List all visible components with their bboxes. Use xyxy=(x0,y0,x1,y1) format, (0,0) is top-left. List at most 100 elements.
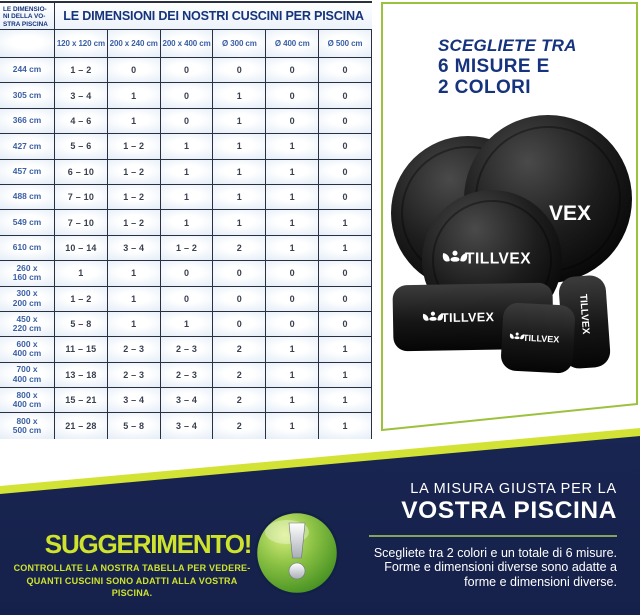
table-cell: 1 xyxy=(107,261,161,287)
table-cell: 1 xyxy=(319,235,372,262)
table-cell: 3 – 4 xyxy=(107,388,161,414)
table-cell: 2 – 3 xyxy=(160,337,214,363)
pool-cushion-pillow-small: TILLVEX xyxy=(501,302,575,374)
row-label: 366 cm xyxy=(0,108,55,135)
table-cell: 0 xyxy=(319,311,372,338)
table-cell: 1 xyxy=(266,235,320,262)
table-header-row: LE DIMENSIO- NI DELLA VO- STRA PISCINA L… xyxy=(0,3,372,30)
table-cell: 1 xyxy=(107,83,161,109)
table-cell: 15 – 21 xyxy=(55,388,108,414)
table-cell: 1 xyxy=(213,184,267,211)
table-cell: 1 – 2 xyxy=(107,210,161,236)
bottom-separator xyxy=(369,535,617,537)
table-cell: 1 xyxy=(266,337,320,363)
row-label: 800 x 400 cm xyxy=(0,388,55,414)
product-image: VEX TILLVEX TILLVEX TILLVEX xyxy=(391,115,632,374)
table-cell: 1 xyxy=(213,134,267,160)
table-cell: 1 xyxy=(319,337,372,363)
table-cell: 1 xyxy=(213,159,267,185)
table-cell: 2 xyxy=(213,337,267,363)
tillvex-logo: TILLVEX xyxy=(509,332,560,345)
table-cell: 0 xyxy=(160,286,214,312)
table-cell: 1 – 2 xyxy=(55,286,108,312)
table-cell: 1 xyxy=(213,83,267,109)
column-header: 120 x 120 cm xyxy=(55,30,108,58)
row-label: 457 cm xyxy=(0,159,55,185)
table-cell: 0 xyxy=(319,108,372,135)
table-cell: 1 – 2 xyxy=(107,184,161,211)
row-label: 300 x 200 cm xyxy=(0,286,55,312)
table-cell: 2 – 3 xyxy=(107,362,161,389)
svg-text:TILLVEX: TILLVEX xyxy=(577,294,591,335)
table-cell: 0 xyxy=(319,134,372,160)
table-cell: 0 xyxy=(266,58,320,84)
table-cell: 3 – 4 xyxy=(160,388,214,414)
row-label: 700 x 400 cm xyxy=(0,362,55,389)
table-cell: 3 – 4 xyxy=(160,413,214,439)
table-cell: 1 – 2 xyxy=(107,159,161,185)
table-cell: 2 xyxy=(213,388,267,414)
table-cell: 0 xyxy=(213,286,267,312)
table-cell: 1 xyxy=(107,286,161,312)
column-header: Ø 300 cm xyxy=(213,30,267,58)
row-label: 549 cm xyxy=(0,210,55,236)
table-cell: 1 – 2 xyxy=(107,134,161,160)
table-cell: 2 xyxy=(213,235,267,262)
row-label: 450 x 220 cm xyxy=(0,311,55,338)
table-cell: 21 – 28 xyxy=(55,413,108,439)
table-cell: 1 xyxy=(319,413,372,439)
bottom-heading-line2: VOSTRA PISCINA xyxy=(401,497,617,524)
table-cell: 1 xyxy=(319,210,372,236)
svg-text:TILLVEX: TILLVEX xyxy=(523,333,560,345)
tillvex-logo: TILLVEX xyxy=(442,251,531,268)
table-cell: 11 – 15 xyxy=(55,337,108,363)
table-cell: 1 xyxy=(160,210,214,236)
table-cell: 0 xyxy=(319,184,372,211)
tillvex-logo: TILLVEX xyxy=(422,310,495,325)
table-cell: 5 – 8 xyxy=(107,413,161,439)
bottom-heading-line1: LA MISURA GIUSTA PER LA xyxy=(410,481,617,497)
choose-panel: SCEGLIETE TRA 6 MISURE E 2 COLORI xyxy=(381,2,639,434)
table-cell: 1 xyxy=(160,159,214,185)
table-cell: 0 xyxy=(319,261,372,287)
table-cell: 1 xyxy=(213,108,267,135)
table-cell: 6 – 10 xyxy=(55,159,108,185)
corner-label: LE DIMENSIO- NI DELLA VO- STRA PISCINA xyxy=(0,3,55,29)
table-cell: 1 xyxy=(107,311,161,338)
table-cell: 0 xyxy=(319,58,372,84)
table-title: LE DIMENSIONI DEI NOSTRI CUSCINI PER PIS… xyxy=(55,3,372,29)
svg-text:TILLVEX: TILLVEX xyxy=(441,310,495,325)
tip-body: CONTROLLATE LA NOSTRA TABELLA PER VEDERE… xyxy=(13,563,251,598)
column-header: Ø 400 cm xyxy=(266,30,320,58)
tip-title: SUGGERIMENTO! xyxy=(44,529,253,559)
table-cell: 3 – 4 xyxy=(107,235,161,262)
table-cell: 0 xyxy=(319,83,372,109)
row-label: 427 cm xyxy=(0,134,55,160)
table-cell: 1 – 2 xyxy=(160,235,214,262)
table-cell: 1 xyxy=(160,184,214,211)
exclamation-icon xyxy=(254,510,340,596)
table-cell: 10 – 14 xyxy=(55,235,108,262)
row-label: 600 x 400 cm xyxy=(0,337,55,363)
panel-headline: SCEGLIETE TRA 6 MISURE E 2 COLORI xyxy=(438,36,577,98)
table-cell: 1 xyxy=(266,159,320,185)
table-cell: 2 – 3 xyxy=(107,337,161,363)
table-cell: 1 xyxy=(107,108,161,135)
table-cell: 1 xyxy=(266,388,320,414)
table-cell: 7 – 10 xyxy=(55,184,108,211)
row-label: 800 x 500 cm xyxy=(0,413,55,439)
table-cell: 4 – 6 xyxy=(55,108,108,135)
table-cell: 1 xyxy=(319,362,372,389)
table-cell: 1 xyxy=(266,362,320,389)
table-cell: 3 – 4 xyxy=(55,83,108,109)
table-cell: 1 xyxy=(160,134,214,160)
row-label: 610 cm xyxy=(0,235,55,262)
table-cell: 0 xyxy=(266,108,320,135)
headline-line2: 6 MISURE E xyxy=(438,56,550,77)
table-cell: 0 xyxy=(266,311,320,338)
column-header: Ø 500 cm xyxy=(319,30,372,58)
table-cell: 13 – 18 xyxy=(55,362,108,389)
table-cell: 5 – 6 xyxy=(55,134,108,160)
table-cell: 0 xyxy=(160,83,214,109)
